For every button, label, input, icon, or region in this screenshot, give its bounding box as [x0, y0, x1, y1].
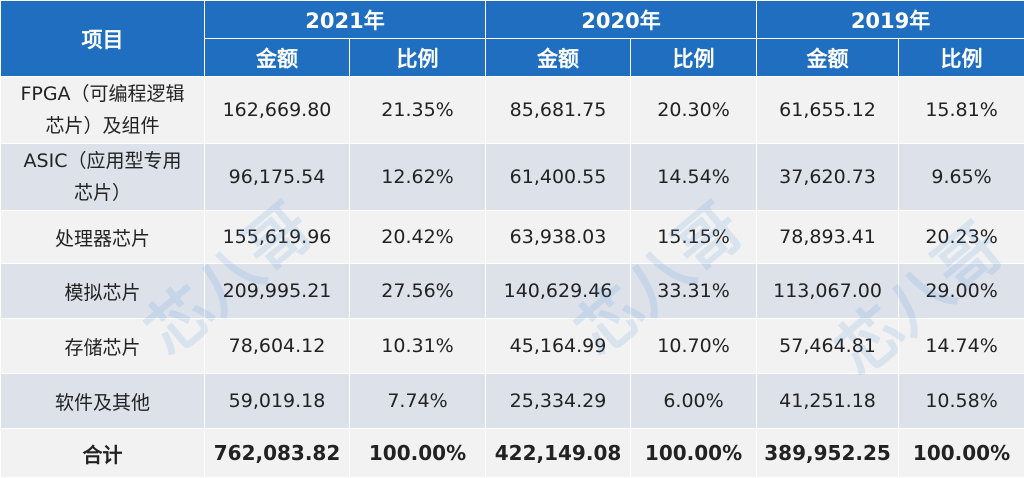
header-year-2019: 2019年: [756, 0, 1024, 39]
row-label-line: FPGA（可编程逻辑: [20, 83, 185, 106]
subheader-ratio: 比例: [348, 38, 487, 77]
total-ratio-2019: 100.00%: [898, 428, 1024, 478]
total-amount-2019: 389,952.25: [756, 428, 900, 478]
row-label: ASIC（应用型专用 芯片）: [0, 143, 205, 212]
cell-amount-2021: 209,995.21: [204, 263, 350, 320]
cell-amount-2020: 61,400.55: [485, 143, 632, 212]
cell-ratio-2020: 10.70%: [630, 318, 758, 375]
row-label: 处理器芯片: [0, 210, 205, 265]
subheader-ratio: 比例: [630, 38, 758, 77]
row-label: FPGA（可编程逻辑 芯片）及组件: [0, 75, 205, 145]
cell-ratio-2021: 12.62%: [348, 143, 487, 212]
cell-amount-2021: 78,604.12: [204, 318, 350, 375]
total-label: 合计: [0, 428, 205, 478]
row-label-line: ASIC（应用型专用: [23, 150, 182, 173]
cell-amount-2019: 37,620.73: [756, 143, 900, 212]
cell-amount-2020: 85,681.75: [485, 75, 632, 145]
row-label-line: 芯片）及组件: [45, 115, 160, 138]
cell-amount-2021: 59,019.18: [204, 373, 350, 430]
total-ratio-2020: 100.00%: [630, 428, 758, 478]
table-row: 模拟芯片 209,995.21 27.56% 140,629.46 33.31%…: [0, 263, 1024, 320]
cell-ratio-2021: 21.35%: [348, 75, 487, 145]
cell-amount-2019: 113,067.00: [756, 263, 900, 320]
table-row-total: 合计 762,083.82 100.00% 422,149.08 100.00%…: [0, 428, 1024, 478]
cell-ratio-2020: 15.15%: [630, 210, 758, 265]
total-ratio-2021: 100.00%: [348, 428, 487, 478]
table-row: ASIC（应用型专用 芯片） 96,175.54 12.62% 61,400.5…: [0, 143, 1024, 212]
table-row: 处理器芯片 155,619.96 20.42% 63,938.03 15.15%…: [0, 210, 1024, 265]
cell-ratio-2021: 7.74%: [348, 373, 487, 430]
header-year-2020: 2020年: [485, 0, 758, 39]
header-item: 项目: [0, 0, 205, 77]
cell-ratio-2020: 6.00%: [630, 373, 758, 430]
table-row: FPGA（可编程逻辑 芯片）及组件 162,669.80 21.35% 85,6…: [0, 75, 1024, 145]
table-row: 存储芯片 78,604.12 10.31% 45,164.99 10.70% 5…: [0, 318, 1024, 375]
cell-amount-2020: 140,629.46: [485, 263, 632, 320]
cell-ratio-2020: 20.30%: [630, 75, 758, 145]
subheader-amount: 金额: [485, 38, 632, 77]
cell-amount-2021: 155,619.96: [204, 210, 350, 265]
table-row: 软件及其他 59,019.18 7.74% 25,334.29 6.00% 41…: [0, 373, 1024, 430]
cell-amount-2019: 78,893.41: [756, 210, 900, 265]
row-label: 模拟芯片: [0, 263, 205, 320]
cell-amount-2020: 63,938.03: [485, 210, 632, 265]
cell-amount-2020: 25,334.29: [485, 373, 632, 430]
row-label: 软件及其他: [0, 373, 205, 430]
cell-amount-2020: 45,164.99: [485, 318, 632, 375]
subheader-ratio: 比例: [898, 38, 1024, 77]
cell-ratio-2020: 33.31%: [630, 263, 758, 320]
cell-ratio-2019: 15.81%: [898, 75, 1024, 145]
total-amount-2020: 422,149.08: [485, 428, 632, 478]
cell-amount-2021: 162,669.80: [204, 75, 350, 145]
subheader-amount: 金额: [756, 38, 900, 77]
total-amount-2021: 762,083.82: [204, 428, 350, 478]
cell-amount-2019: 61,655.12: [756, 75, 900, 145]
row-label-line: 芯片）: [73, 182, 131, 205]
cell-ratio-2019: 29.00%: [898, 263, 1024, 320]
cell-amount-2019: 41,251.18: [756, 373, 900, 430]
subheader-amount: 金额: [204, 38, 350, 77]
cell-ratio-2019: 20.23%: [898, 210, 1024, 265]
cell-amount-2021: 96,175.54: [204, 143, 350, 212]
cell-ratio-2021: 20.42%: [348, 210, 487, 265]
header-year-2021: 2021年: [203, 0, 487, 39]
cell-ratio-2020: 14.54%: [630, 143, 758, 212]
cell-ratio-2021: 10.31%: [348, 318, 487, 375]
cell-ratio-2019: 9.65%: [898, 143, 1024, 212]
cell-ratio-2021: 27.56%: [348, 263, 487, 320]
cell-ratio-2019: 14.74%: [898, 318, 1024, 375]
row-label: 存储芯片: [0, 318, 205, 375]
cell-amount-2019: 57,464.81: [756, 318, 900, 375]
cell-ratio-2019: 10.58%: [898, 373, 1024, 430]
